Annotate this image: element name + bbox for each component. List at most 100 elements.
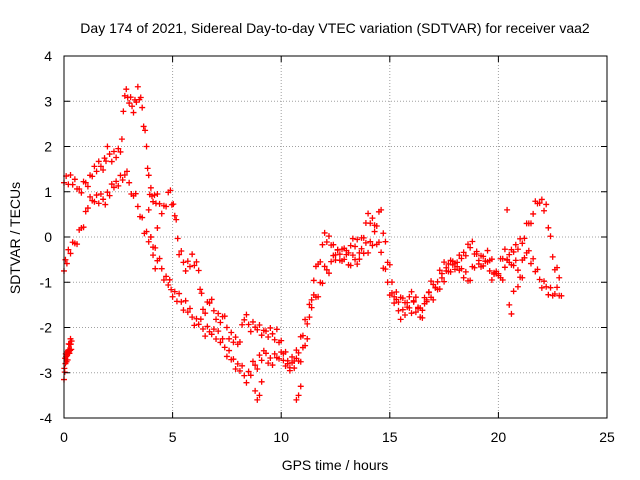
data-point bbox=[189, 251, 196, 258]
data-point bbox=[441, 278, 448, 285]
data-point bbox=[299, 332, 306, 339]
data-point bbox=[184, 258, 191, 265]
data-point bbox=[467, 277, 474, 284]
data-point bbox=[282, 362, 289, 369]
data-point bbox=[171, 212, 178, 219]
data-point bbox=[139, 214, 146, 221]
data-point bbox=[302, 316, 309, 323]
data-point bbox=[545, 224, 552, 231]
data-point bbox=[239, 321, 246, 328]
data-point bbox=[137, 94, 144, 101]
data-point bbox=[317, 258, 324, 265]
data-point bbox=[100, 167, 107, 174]
data-point bbox=[163, 203, 170, 210]
data-point bbox=[341, 256, 348, 263]
data-point bbox=[219, 335, 226, 342]
data-point bbox=[369, 215, 376, 222]
data-point bbox=[67, 347, 74, 354]
data-point bbox=[145, 238, 152, 245]
data-point bbox=[469, 238, 476, 245]
data-point bbox=[182, 267, 189, 274]
data-point bbox=[202, 333, 209, 340]
data-point bbox=[430, 296, 437, 303]
data-point bbox=[184, 309, 191, 316]
data-point bbox=[82, 208, 89, 215]
data-point bbox=[412, 309, 419, 316]
data-point bbox=[339, 246, 346, 253]
data-point bbox=[166, 276, 173, 283]
data-point bbox=[62, 256, 69, 263]
data-point bbox=[156, 255, 163, 262]
data-point bbox=[315, 293, 322, 300]
data-point bbox=[127, 94, 134, 101]
data-point bbox=[186, 305, 193, 312]
data-point bbox=[204, 323, 211, 330]
data-point bbox=[551, 291, 558, 298]
data-point bbox=[456, 252, 463, 259]
data-point bbox=[158, 210, 165, 217]
data-point bbox=[354, 261, 361, 268]
data-point bbox=[97, 163, 104, 170]
data-point bbox=[156, 200, 163, 207]
data-point bbox=[115, 182, 122, 189]
x-axis-label: GPS time / hours bbox=[282, 457, 389, 473]
y-tick-label: 4 bbox=[44, 48, 52, 64]
data-point bbox=[104, 143, 111, 150]
chart-title: Day 174 of 2021, Sidereal Day-to-day VTE… bbox=[80, 20, 590, 36]
data-point bbox=[217, 339, 224, 346]
data-point bbox=[412, 294, 419, 301]
x-tick-label: 0 bbox=[60, 429, 68, 445]
data-point bbox=[538, 284, 545, 291]
data-point bbox=[61, 369, 68, 376]
data-point bbox=[460, 249, 467, 256]
data-point bbox=[176, 251, 183, 258]
data-point bbox=[514, 246, 521, 253]
data-point bbox=[458, 265, 465, 272]
data-point bbox=[410, 297, 417, 304]
y-tick-label: -4 bbox=[40, 410, 53, 426]
data-point bbox=[230, 356, 237, 363]
data-point bbox=[197, 316, 204, 323]
data-point bbox=[93, 168, 100, 175]
data-point bbox=[132, 190, 139, 197]
data-point bbox=[91, 198, 98, 205]
data-point bbox=[297, 358, 304, 365]
data-point bbox=[367, 238, 374, 245]
data-point bbox=[321, 263, 328, 270]
data-point bbox=[67, 172, 74, 179]
data-point bbox=[514, 283, 521, 290]
data-point bbox=[506, 251, 513, 258]
data-point bbox=[519, 240, 526, 247]
data-point bbox=[206, 300, 213, 307]
data-point bbox=[228, 329, 235, 336]
data-point bbox=[69, 181, 76, 188]
data-point bbox=[67, 250, 74, 257]
data-point bbox=[499, 255, 506, 262]
data-point bbox=[499, 276, 506, 283]
data-point bbox=[349, 252, 356, 259]
data-point bbox=[200, 326, 207, 333]
data-point bbox=[362, 239, 369, 246]
data-point bbox=[397, 316, 404, 323]
data-point bbox=[152, 244, 159, 251]
data-point bbox=[236, 367, 243, 374]
data-point bbox=[210, 326, 217, 333]
data-point bbox=[123, 86, 130, 93]
data-point bbox=[367, 220, 374, 227]
data-point bbox=[63, 260, 70, 267]
data-point bbox=[547, 233, 554, 240]
y-tick-label: -3 bbox=[40, 365, 53, 381]
data-point bbox=[347, 242, 354, 249]
data-point bbox=[158, 265, 165, 272]
data-point bbox=[371, 228, 378, 235]
data-point bbox=[142, 127, 149, 134]
data-point bbox=[554, 284, 561, 291]
data-point bbox=[243, 379, 250, 386]
data-point bbox=[108, 181, 115, 188]
x-tick-label: 10 bbox=[273, 429, 289, 445]
data-point bbox=[119, 176, 126, 183]
data-point bbox=[530, 210, 537, 217]
data-point bbox=[68, 346, 75, 353]
data-point bbox=[221, 344, 228, 351]
data-point bbox=[501, 264, 508, 271]
